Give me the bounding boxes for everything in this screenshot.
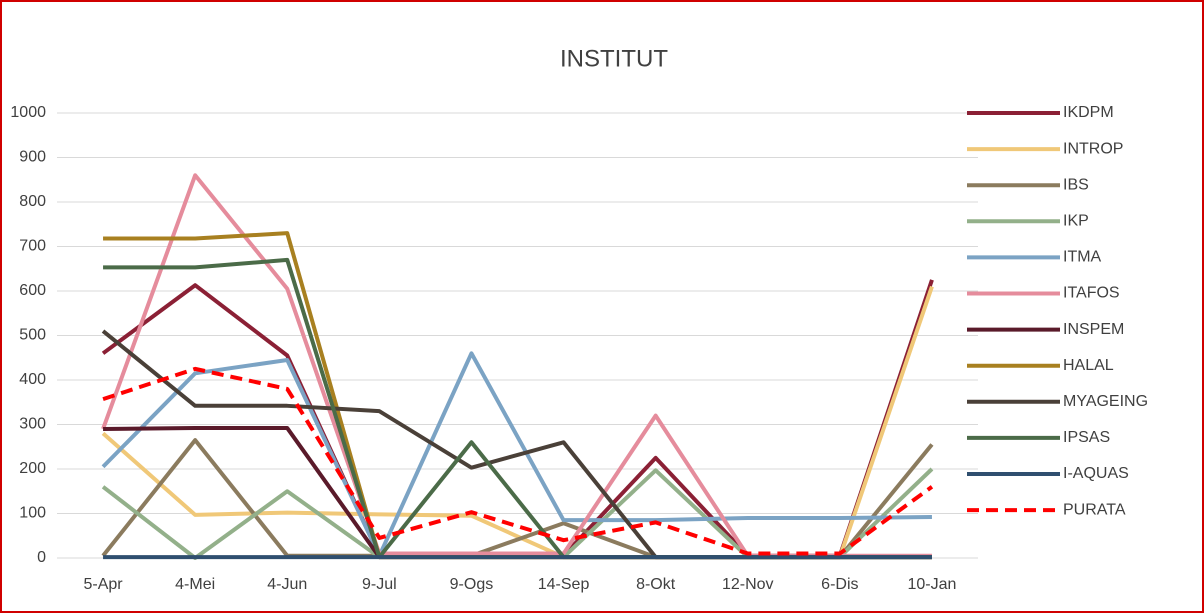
y-tick-label: 800: [19, 193, 46, 210]
legend-label: IBS: [1063, 176, 1089, 193]
y-tick-label: 300: [19, 416, 46, 433]
y-tick-label: 600: [19, 282, 46, 299]
x-tick-label: 9-Jul: [362, 576, 397, 593]
x-tick-label: 14-Sep: [538, 576, 590, 593]
y-tick-label: 200: [19, 460, 46, 477]
legend-label: I-AQUAS: [1063, 465, 1129, 482]
legend-label: INTROP: [1063, 140, 1123, 157]
legend-label: HALAL: [1063, 357, 1114, 374]
legend-label: IKP: [1063, 213, 1089, 230]
y-tick-label: 700: [19, 238, 46, 255]
x-tick-label: 5-Apr: [83, 576, 123, 593]
chart-title: INSTITUT: [560, 45, 668, 72]
y-tick-label: 1000: [10, 104, 46, 121]
series-line: [101, 351, 932, 558]
x-tick-label: 4-Jun: [267, 576, 307, 593]
y-tick-label: 100: [19, 505, 46, 522]
x-tick-label: 4-Mei: [175, 576, 215, 593]
series-line: [102, 366, 934, 556]
legend-label: INSPEM: [1063, 321, 1124, 338]
legend-label: ITMA: [1063, 249, 1102, 266]
y-tick-label: 400: [19, 371, 46, 388]
legend-label: MYAGEING: [1063, 393, 1148, 410]
x-tick-label: 12-Nov: [722, 576, 774, 593]
legend-label: PURATA: [1063, 501, 1126, 518]
y-tick-label: 500: [19, 327, 46, 344]
y-tick-label: 0: [37, 549, 46, 566]
x-tick-label: 6-Dis: [821, 576, 858, 593]
x-tick-label: 10-Jan: [907, 576, 956, 593]
legend-label: ITAFOS: [1063, 285, 1120, 302]
y-tick-label: 900: [19, 149, 46, 166]
legend-label: IPSAS: [1063, 429, 1110, 446]
legend-label: IKDPM: [1063, 104, 1114, 121]
x-tick-label: 9-Ogs: [450, 576, 494, 593]
x-tick-label: 8-Okt: [636, 576, 676, 593]
